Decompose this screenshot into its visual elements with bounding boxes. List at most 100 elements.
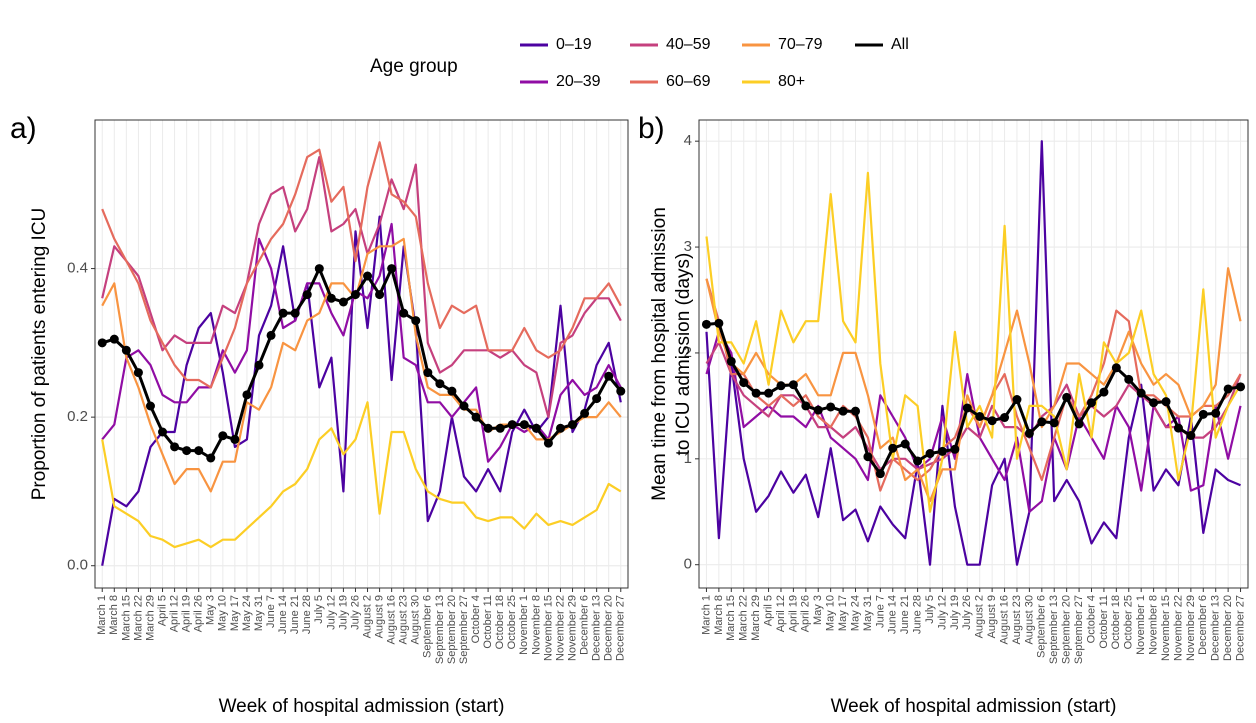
point	[592, 394, 602, 404]
legend-label: All	[891, 36, 909, 53]
x-tick-label: August 16	[998, 595, 1010, 645]
x-tick-label: December 27	[615, 595, 627, 661]
x-tick-label: November 1	[1135, 595, 1147, 655]
x-tick-label: August 9	[986, 595, 998, 638]
point	[206, 453, 216, 463]
x-tick-label: June 28	[301, 595, 313, 634]
point	[435, 379, 445, 389]
point	[801, 401, 811, 411]
series-line	[705, 140, 1241, 566]
point	[751, 388, 761, 398]
x-tick-label: November 22	[554, 595, 566, 661]
x-tick-label: November 29	[566, 595, 578, 661]
point	[218, 431, 228, 441]
point	[230, 434, 240, 444]
point	[937, 446, 947, 456]
point	[483, 423, 493, 433]
point	[1062, 392, 1072, 402]
x-tick-label: December 6	[578, 595, 590, 655]
x-tick-label: March 29	[144, 595, 156, 641]
point	[776, 381, 786, 391]
x-tick-label: September 13	[1048, 595, 1060, 664]
x-tick-label: July 5	[924, 595, 936, 624]
x-tick-label: March 1	[700, 595, 712, 635]
point	[242, 390, 252, 400]
x-tick-label: August 23	[398, 595, 410, 645]
point	[1211, 408, 1221, 418]
point	[1086, 398, 1096, 408]
legend-label: 40–59	[666, 36, 711, 53]
x-tick-label: March 8	[713, 595, 725, 635]
x-tick-label: April 12	[168, 595, 180, 632]
point	[913, 456, 923, 466]
y-tick-label: 0.2	[67, 408, 88, 425]
x-tick-label: August 9	[373, 595, 385, 638]
point	[1236, 382, 1246, 392]
x-tick-label: November 22	[1172, 595, 1184, 661]
point	[788, 380, 798, 390]
point	[543, 438, 553, 448]
point	[97, 338, 107, 348]
x-tick-label: June 21	[899, 595, 911, 634]
legend-label: 70–79	[778, 36, 823, 53]
x-tick-label: May 10	[217, 595, 229, 631]
legend-label: 20–39	[556, 73, 601, 90]
point	[826, 402, 836, 412]
point	[568, 420, 578, 430]
point	[1161, 397, 1171, 407]
x-tick-label: December 13	[591, 595, 603, 661]
plot-border	[698, 119, 1249, 589]
point	[1124, 374, 1134, 384]
x-tick-label: May 31	[862, 595, 874, 631]
x-tick-label: May 24	[849, 595, 861, 631]
point	[1012, 395, 1022, 405]
point	[1186, 431, 1196, 441]
point	[1099, 387, 1109, 397]
point	[290, 308, 300, 318]
point	[863, 452, 873, 462]
x-tick-label: March 15	[725, 595, 737, 641]
point	[714, 318, 724, 328]
x-tick-label: July 5	[313, 595, 325, 624]
point	[507, 420, 517, 430]
plot-background	[699, 120, 1248, 588]
y-axis-title: to ICU admission (days)	[673, 253, 694, 456]
x-tick-label: October 25	[1123, 595, 1135, 649]
point	[158, 427, 168, 437]
point	[350, 290, 360, 300]
legend-label: 60–69	[666, 73, 711, 90]
series-line	[705, 171, 1242, 513]
y-tick-label: 4	[684, 132, 692, 149]
point	[1024, 428, 1034, 438]
x-tick-label: May 24	[241, 595, 253, 631]
x-tick-label: March 22	[738, 595, 750, 641]
point	[375, 290, 385, 300]
point	[531, 423, 541, 433]
point	[1037, 417, 1047, 427]
x-tick-label: December 13	[1210, 595, 1222, 661]
x-tick-label: November 15	[1160, 595, 1172, 661]
x-tick-label: September 20	[446, 595, 458, 664]
point	[314, 264, 324, 274]
point	[133, 368, 143, 378]
x-tick-label: May 3	[812, 595, 824, 625]
x-tick-label: November 15	[542, 595, 554, 661]
y-tick-label: 3	[684, 238, 692, 255]
point	[900, 439, 910, 449]
point	[495, 423, 505, 433]
x-tick-label: September 20	[1061, 595, 1073, 664]
x-tick-label: June 21	[289, 595, 301, 634]
y-tick-label: 0.0	[67, 557, 88, 574]
x-tick-label: April 19	[181, 595, 193, 632]
point	[838, 406, 848, 416]
point	[875, 469, 885, 479]
series-line	[101, 156, 622, 419]
x-tick-label: September 13	[434, 595, 446, 664]
legend-label: 80+	[778, 73, 805, 90]
point	[851, 406, 861, 416]
x-tick-label: May 31	[253, 595, 265, 631]
point	[726, 356, 736, 366]
point	[326, 293, 336, 303]
plot-border	[94, 119, 629, 589]
point	[701, 319, 711, 329]
